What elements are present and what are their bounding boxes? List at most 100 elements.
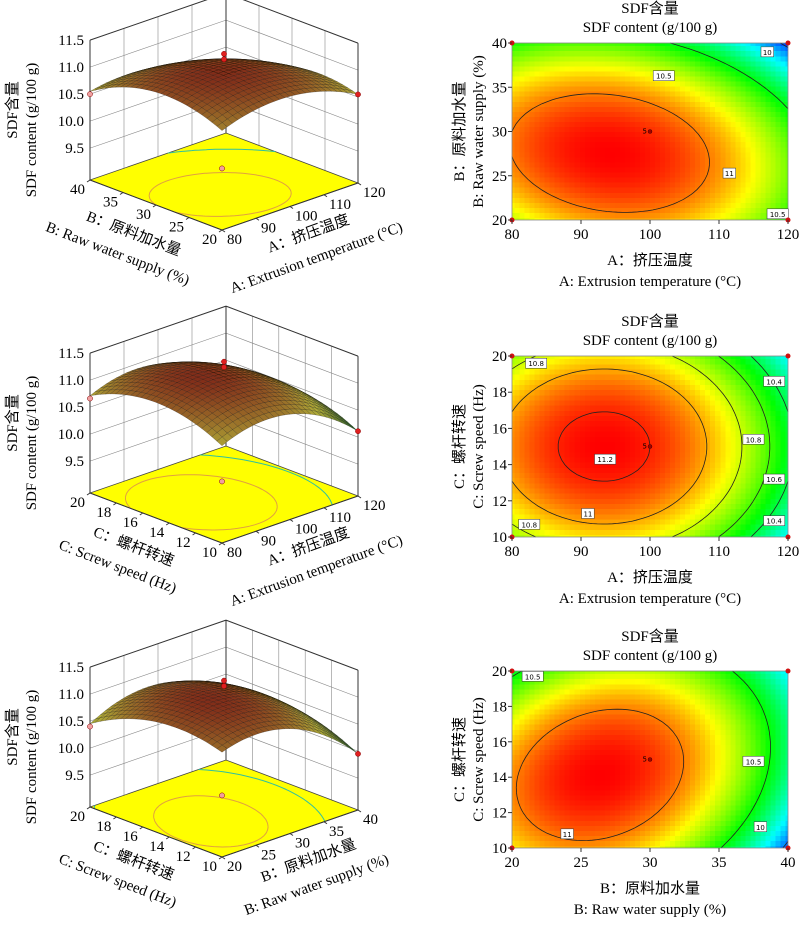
heatmap-cell <box>589 529 596 536</box>
z-axis-title-cn: SDF含量 <box>4 81 21 139</box>
heatmap-cell <box>514 126 521 133</box>
heatmap-cell <box>730 136 736 143</box>
heatmap-cell <box>634 477 641 484</box>
wall-gridline <box>89 19 227 68</box>
heatmap-cell <box>529 430 536 437</box>
heatmap-cell <box>609 156 616 163</box>
heatmap-cell <box>770 131 777 138</box>
heatmap-cell <box>559 106 566 112</box>
heatmap-cell <box>740 166 746 173</box>
heatmap-cell <box>539 482 546 489</box>
heatmap-cell <box>539 45 546 52</box>
heatmap-cell <box>750 96 756 102</box>
heatmap-cell <box>710 202 716 208</box>
heatmap-cell <box>680 467 686 473</box>
heatmap-cell <box>720 55 726 62</box>
surface-cell <box>311 72 323 76</box>
surface-cell <box>275 67 286 71</box>
heatmap-cell <box>720 487 726 494</box>
heatmap-cell <box>559 472 566 479</box>
heatmap-cell <box>680 513 686 520</box>
heatmap-cell <box>750 187 756 193</box>
heatmap-cell <box>760 467 767 473</box>
heatmap-cell <box>750 45 756 52</box>
heatmap-cell <box>700 451 706 458</box>
heatmap-cell <box>569 503 576 510</box>
heatmap-cell <box>574 70 581 77</box>
heatmap-cell <box>594 50 601 57</box>
heatmap-cell <box>599 493 606 499</box>
heatmap-cell <box>750 524 756 530</box>
heatmap-cell <box>579 462 586 468</box>
heatmap-cell <box>594 498 601 504</box>
heatmap-cell <box>524 207 531 214</box>
heatmap-cell <box>780 508 787 515</box>
heatmap-cell <box>650 487 656 494</box>
heatmap-cell <box>544 410 551 417</box>
heatmap-cell <box>725 498 731 504</box>
heatmap-cell <box>715 508 721 515</box>
heatmap-cell <box>554 487 561 494</box>
heatmap-cell <box>715 116 721 122</box>
heatmap-cell <box>685 202 691 208</box>
heatmap-cell <box>710 518 716 525</box>
heatmap-cell <box>690 430 696 437</box>
heatmap-cell <box>624 146 631 153</box>
heatmap-cell <box>629 126 636 133</box>
heatmap-cell <box>599 166 606 173</box>
heatmap-cell <box>579 151 586 158</box>
heatmap-cell <box>589 106 596 112</box>
heatmap-cell <box>720 156 726 163</box>
heatmap-cell <box>564 192 571 198</box>
heatmap-cell <box>614 60 621 67</box>
heatmap-cell <box>775 192 782 198</box>
heatmap-cell <box>720 75 726 82</box>
heatmap-cell <box>655 425 661 432</box>
heatmap-cell <box>594 425 601 432</box>
heatmap-cell <box>655 436 661 442</box>
heatmap-cell <box>745 151 751 158</box>
heatmap-cell <box>670 60 676 67</box>
heatmap-cell <box>629 503 636 510</box>
heatmap-cell <box>670 487 676 494</box>
heatmap-cell <box>614 106 621 112</box>
heatmap-cell <box>675 111 681 117</box>
heatmap-cell <box>629 451 636 458</box>
heatmap-cell <box>639 430 646 437</box>
heatmap-cell <box>574 498 581 504</box>
heatmap-cell <box>514 70 521 77</box>
heatmap-cell <box>670 472 676 479</box>
heatmap-cell <box>740 85 746 92</box>
heatmap-cell <box>650 482 656 489</box>
heatmap-cell <box>539 75 546 82</box>
heatmap-cell <box>644 80 651 87</box>
heatmap-cell <box>599 192 606 198</box>
heatmap-cell <box>519 171 526 178</box>
heatmap-cell <box>710 126 716 133</box>
heatmap-cell <box>755 70 761 77</box>
heatmap-cell <box>594 106 601 112</box>
heatmap-cell <box>524 151 531 158</box>
heatmap-cell <box>584 161 591 168</box>
heatmap-cell <box>624 202 631 208</box>
surface-cell <box>306 70 318 74</box>
heatmap-cell <box>604 487 611 494</box>
heatmap-cell <box>685 177 691 183</box>
heatmap-cell <box>629 166 636 173</box>
heatmap-cell <box>685 410 691 417</box>
heatmap-cell <box>524 187 531 193</box>
heatmap-cell <box>775 467 782 473</box>
heatmap-cell <box>710 410 716 417</box>
heatmap-cell <box>609 126 616 133</box>
heatmap-cell <box>604 192 611 198</box>
heatmap-cell <box>514 493 521 499</box>
heatmap-cell <box>770 151 777 158</box>
heatmap-cell <box>780 187 787 193</box>
heatmap-cell <box>569 151 576 158</box>
heatmap-cell <box>775 111 782 117</box>
heatmap-cell <box>549 202 556 208</box>
heatmap-cell <box>569 70 576 77</box>
heatmap-cell <box>770 192 777 198</box>
heatmap-cell <box>725 65 731 72</box>
heatmap-cell <box>720 96 726 102</box>
